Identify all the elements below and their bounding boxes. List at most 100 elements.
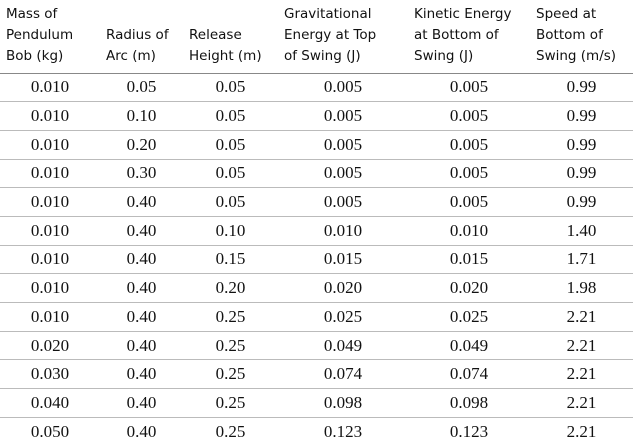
- table-cell: 0.30: [100, 158, 183, 188]
- table-cell: 0.005: [278, 129, 408, 160]
- table-cell: 0.25: [183, 388, 278, 418]
- table-cell: 0.005: [408, 72, 530, 102]
- table-cell: 0.40: [100, 244, 183, 274]
- header-row: Mass of Pendulum Bob (kg) Radius of Arc (m) R…: [0, 0, 633, 74]
- table-cell: 0.40: [100, 388, 183, 418]
- table-cell: 0.10: [100, 101, 183, 131]
- header-line: Radius of: [106, 26, 169, 43]
- table-cell: 0.99: [530, 101, 633, 131]
- table-cell: 0.010: [0, 129, 100, 160]
- table-row: 0.010 0.40 0.15 0.015 0.015 1.71: [0, 244, 633, 274]
- table-cell: 0.020: [278, 273, 408, 303]
- table-cell: 0.025: [278, 302, 408, 332]
- header-line: Kinetic Energy: [414, 5, 512, 22]
- table-cell: 0.15: [183, 244, 278, 274]
- table-cell: 0.020: [0, 330, 100, 360]
- table-cell: 1.40: [530, 215, 633, 246]
- header-line: Arc (m): [106, 47, 156, 64]
- table-row: 0.020 0.40 0.25 0.049 0.049 2.21: [0, 330, 633, 360]
- table-cell: 0.049: [408, 330, 530, 360]
- table-cell: 0.05: [183, 101, 278, 131]
- header-line: Release: [189, 26, 242, 43]
- table-cell: 0.074: [408, 359, 530, 389]
- table-cell: 0.020: [408, 273, 530, 303]
- table-cell: 2.21: [530, 359, 633, 389]
- table-row: 0.030 0.40 0.25 0.074 0.074 2.21: [0, 359, 633, 389]
- table-row: 0.010 0.05 0.05 0.005 0.005 0.99: [0, 72, 633, 102]
- header-line: Swing (m/s): [536, 47, 617, 64]
- table-cell: 2.21: [530, 388, 633, 418]
- table-cell: 0.40: [100, 416, 183, 446]
- table-cell: 2.21: [530, 330, 633, 360]
- table-cell: 0.015: [278, 244, 408, 274]
- table-row: 0.050 0.40 0.25 0.123 0.123 2.21: [0, 416, 633, 446]
- table-cell: 0.010: [0, 273, 100, 303]
- header-cell: Mass of Pendulum Bob (kg): [0, 0, 100, 74]
- header-cell: Release Height (m): [183, 0, 278, 74]
- header-cell: Radius of Arc (m): [100, 0, 183, 74]
- table-cell: 0.010: [0, 244, 100, 274]
- table-row: 0.010 0.40 0.10 0.010 0.010 1.40: [0, 215, 633, 246]
- table-cell: 0.015: [408, 244, 530, 274]
- header-cell: Gravitational Energy at Top of Swing (J): [278, 0, 408, 74]
- table-cell: 0.010: [0, 187, 100, 217]
- table-cell: 0.010: [0, 101, 100, 131]
- table-cell: 0.25: [183, 302, 278, 332]
- table-cell: 0.074: [278, 359, 408, 389]
- table-cell: 0.123: [278, 416, 408, 446]
- table-cell: 1.98: [530, 273, 633, 303]
- header-line: Swing (J): [414, 47, 474, 64]
- table-cell: 0.005: [408, 158, 530, 188]
- table-cell: 0.99: [530, 187, 633, 217]
- table-row: 0.010 0.40 0.20 0.020 0.020 1.98: [0, 273, 633, 303]
- table-cell: 0.005: [278, 158, 408, 188]
- table-cell: 0.010: [408, 215, 530, 246]
- header-cell: Speed at Bottom of Swing (m/s): [530, 0, 633, 74]
- table-cell: 0.99: [530, 72, 633, 102]
- table-cell: 2.21: [530, 416, 633, 446]
- table-cell: 0.098: [408, 388, 530, 418]
- table-cell: 0.025: [408, 302, 530, 332]
- table-row: 0.010 0.20 0.05 0.005 0.005 0.99: [0, 129, 633, 160]
- table-cell: 0.005: [408, 129, 530, 160]
- table-cell: 0.20: [183, 273, 278, 303]
- table-row: 0.010 0.30 0.05 0.005 0.005 0.99: [0, 158, 633, 188]
- header-line: Energy at Top: [284, 26, 377, 43]
- table-cell: 0.05: [183, 129, 278, 160]
- table-cell: 0.40: [100, 187, 183, 217]
- table-cell: 0.40: [100, 215, 183, 246]
- table-cell: 0.99: [530, 158, 633, 188]
- table-cell: 0.25: [183, 416, 278, 446]
- table-cell: 0.005: [278, 187, 408, 217]
- table-cell: 0.005: [278, 72, 408, 102]
- table-cell: 0.098: [278, 388, 408, 418]
- table-cell: 2.21: [530, 302, 633, 332]
- table-cell: 0.40: [100, 330, 183, 360]
- table-cell: 0.40: [100, 302, 183, 332]
- header-line: Bottom of: [536, 26, 603, 43]
- table-row: 0.010 0.10 0.05 0.005 0.005 0.99: [0, 101, 633, 131]
- table-cell: 0.010: [0, 302, 100, 332]
- table-cell: 0.005: [278, 101, 408, 131]
- header-line: Speed at: [536, 5, 597, 22]
- table-cell: 0.99: [530, 129, 633, 160]
- header-line: Mass of: [6, 5, 58, 22]
- table-row: 0.010 0.40 0.25 0.025 0.025 2.21: [0, 302, 633, 332]
- table-cell: 0.005: [408, 187, 530, 217]
- table-cell: 0.40: [100, 273, 183, 303]
- table-cell: 0.20: [100, 129, 183, 160]
- header-line: at Bottom of: [414, 26, 499, 43]
- table-cell: 0.010: [0, 72, 100, 102]
- table-cell: 0.40: [100, 359, 183, 389]
- table-cell: 0.05: [183, 158, 278, 188]
- table-cell: 0.010: [0, 158, 100, 188]
- table-cell: 0.040: [0, 388, 100, 418]
- table-row: 0.040 0.40 0.25 0.098 0.098 2.21: [0, 388, 633, 418]
- table-cell: 0.123: [408, 416, 530, 446]
- table-row: 0.010 0.40 0.05 0.005 0.005 0.99: [0, 187, 633, 217]
- header-line: of Swing (J): [284, 47, 361, 64]
- table-cell: 0.05: [183, 187, 278, 217]
- header-line: Gravitational: [284, 5, 372, 22]
